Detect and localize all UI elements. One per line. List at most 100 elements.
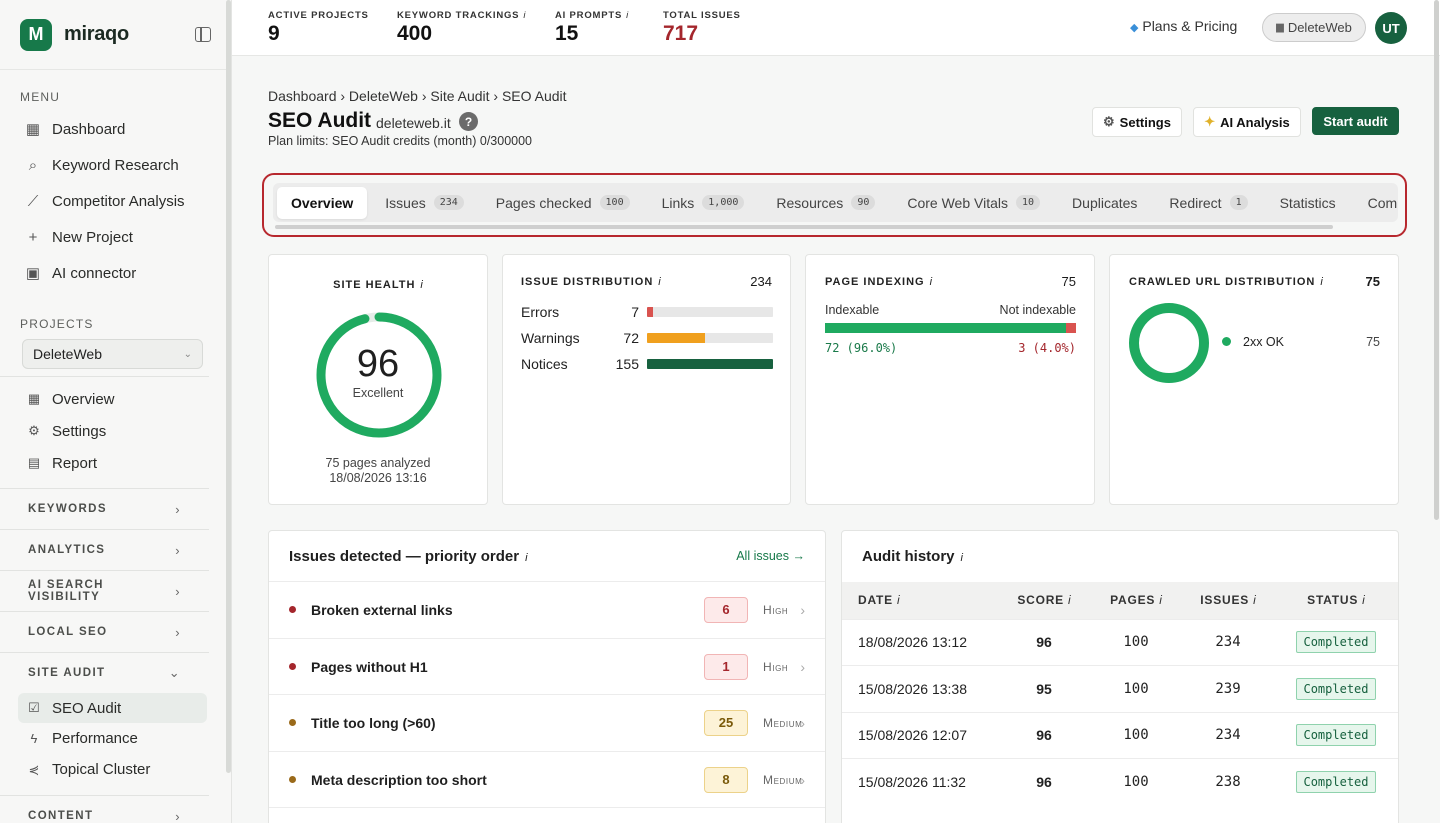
severity-label: Medium (763, 715, 803, 730)
breadcrumb[interactable]: Dashboard › DeleteWeb › Site Audit › SEO… (268, 88, 567, 104)
notices-bar (647, 359, 773, 369)
info-icon: i (1068, 593, 1071, 608)
tab-scrollbar[interactable] (275, 225, 1333, 229)
info-icon[interactable]: i (929, 276, 933, 288)
not-indexable-label: Not indexable (999, 303, 1076, 317)
site-health-title: SITE HEALTH (333, 279, 416, 291)
col-pages[interactable]: PAGES i (1090, 582, 1182, 619)
tab-issues[interactable]: Issues 234 (371, 187, 478, 219)
tab-statistics[interactable]: Statistics (1279, 194, 1336, 211)
settings-button[interactable]: ⚙ Settings (1092, 107, 1182, 137)
issue-count-badge: 25 (704, 709, 748, 736)
domain-label: deleteweb.it (376, 115, 451, 131)
start-audit-button[interactable]: Start audit (1312, 107, 1399, 135)
indexable-bar-fill (825, 323, 1066, 333)
tab-redirect[interactable]: Redirect 1 (1155, 187, 1261, 219)
brand-name[interactable]: miraqo (64, 23, 129, 45)
tab-com[interactable]: Com (1367, 194, 1398, 211)
tab-duplicates[interactable]: Duplicates (1072, 194, 1138, 211)
dist-row-warnings[interactable]: Warnings 72 (521, 325, 773, 351)
col-score[interactable]: SCORE i (998, 582, 1090, 619)
menu-label: MENU (20, 90, 61, 104)
group-content[interactable]: CONTENT › (0, 795, 209, 823)
group-site-audit[interactable]: SITE AUDIT ⌄ (0, 652, 209, 693)
project-item-overview[interactable]: ▦ Overview (27, 390, 115, 408)
robot-icon: ▣ (25, 265, 41, 282)
errors-bar (647, 307, 653, 317)
info-icon[interactable]: i (658, 276, 661, 288)
audit-history-card: Audit history i DATE i SCORE i PAGES i ISSUE… (841, 530, 1399, 823)
table-row[interactable]: 15/08/2026 11:32 96 100 238 Completed (842, 758, 1398, 805)
avatar[interactable]: UT (1375, 12, 1407, 44)
tab-core-web-vitals[interactable]: Core Web Vitals 10 (893, 187, 1054, 219)
sidebar-scrollbar[interactable] (226, 0, 231, 773)
table-row[interactable]: 15/08/2026 13:38 95 100 239 Completed (842, 665, 1398, 712)
project-item-report[interactable]: ▤ Report (27, 454, 98, 472)
info-icon[interactable]: i (960, 552, 963, 564)
site-audit-item-topical-cluster[interactable]: ⋞ Topical Cluster (0, 754, 231, 785)
issue-distribution-title: ISSUE DISTRIBUTION (521, 276, 654, 288)
site-audit-item-seo-audit[interactable]: ☑ SEO Audit (18, 693, 207, 723)
project-item-settings[interactable]: ⚙ Settings (0, 415, 231, 447)
ai-analysis-button[interactable]: ✦ AI Analysis (1193, 107, 1301, 137)
menu-item-keyword-research[interactable]: ⌕ Keyword Research (0, 147, 231, 183)
chevron-right-icon: › (175, 808, 181, 823)
col-issues[interactable]: ISSUES i (1182, 582, 1274, 619)
building-icon: ▆ (1276, 22, 1284, 33)
menu-item-dashboard[interactable]: ▦ Dashboard (25, 120, 126, 139)
plans-pricing-link[interactable]: ◆ Plans & Pricing (1130, 18, 1238, 34)
issue-row[interactable]: Pages without H1 1 High › (269, 638, 825, 694)
table-row[interactable]: 15/08/2026 12:07 96 100 234 Completed (842, 711, 1398, 759)
issue-row[interactable] (269, 807, 825, 823)
dist-row-errors[interactable]: Errors 7 (521, 299, 773, 325)
issue-row[interactable]: Broken external links 6 High › (269, 581, 825, 637)
indexable-label: Indexable (825, 303, 880, 317)
health-score: 96 (356, 343, 400, 385)
analysis-date: 18/08/2026 13:16 (329, 471, 427, 485)
main-scrollbar[interactable] (1434, 0, 1439, 520)
severity-dot (289, 719, 296, 726)
issue-count-badge: 6 (704, 596, 748, 623)
info-icon[interactable]: i (420, 279, 423, 291)
info-icon: i (896, 593, 900, 608)
health-grade: Excellent (352, 386, 404, 400)
info-icon[interactable]: i (523, 10, 527, 21)
workspace-chip[interactable]: ▆ DeleteWeb (1262, 13, 1366, 42)
menu-item-competitor-analysis[interactable]: ⟋ Competitor Analysis (0, 183, 231, 219)
menu-list: ▦ Dashboard ⌕ Keyword Research ⟋ Competitor… (0, 111, 231, 291)
site-audit-item-performance[interactable]: ϟ Performance (0, 723, 231, 754)
tab-resources[interactable]: Resources 90 (762, 187, 889, 219)
issue-row[interactable]: Meta description too short 8 Medium › (269, 751, 825, 807)
group-analytics[interactable]: ANALYTICS › (0, 529, 209, 570)
menu-item-ai-connector[interactable]: ▣ AI connector (25, 264, 137, 283)
col-status[interactable]: STATUS i (1274, 582, 1398, 619)
crawled-url-total: 75 (1365, 274, 1380, 289)
group-keywords[interactable]: KEYWORDS › (0, 488, 209, 529)
logo-icon[interactable]: M (20, 18, 52, 51)
table-row[interactable]: 18/08/2026 13:12 96 100 234 Completed (842, 618, 1398, 666)
tab-links[interactable]: Links 1,000 (648, 187, 759, 219)
severity-label: Medium (763, 772, 803, 787)
crawled-donut (1129, 303, 1209, 383)
tab-overview[interactable]: Overview (277, 186, 368, 219)
info-icon[interactable]: i (525, 552, 528, 564)
info-icon[interactable]: i (626, 10, 630, 21)
sidebar-toggle-icon[interactable] (195, 27, 211, 42)
issue-row[interactable]: Title too long (>60) 25 Medium › (269, 694, 825, 750)
bolt-icon: ϟ (30, 731, 38, 746)
chevron-right-icon: › (800, 601, 805, 618)
group-ai-search-visibility[interactable]: AI SEARCH VISIBILITY › (0, 570, 209, 611)
tab-pages-checked[interactable]: Pages checked 100 (482, 187, 644, 219)
all-issues-link[interactable]: All issues → (736, 549, 805, 563)
dist-row-notices[interactable]: Notices 155 (521, 351, 773, 377)
issue-distribution-bars: Errors 7 Warnings 72 Notices 155 (521, 299, 773, 377)
gear-icon: ⚙ (1103, 114, 1115, 129)
menu-item-new-project[interactable]: + New Project (0, 219, 231, 255)
info-icon[interactable]: i (1320, 276, 1323, 288)
col-date[interactable]: DATE i (842, 582, 998, 619)
severity-dot (289, 606, 296, 613)
group-local-seo[interactable]: LOCAL SEO › (0, 611, 209, 652)
chevron-right-icon: › (800, 771, 805, 788)
project-select[interactable]: DeleteWeb ⌄ (22, 339, 203, 369)
help-icon[interactable]: ? (459, 112, 478, 131)
